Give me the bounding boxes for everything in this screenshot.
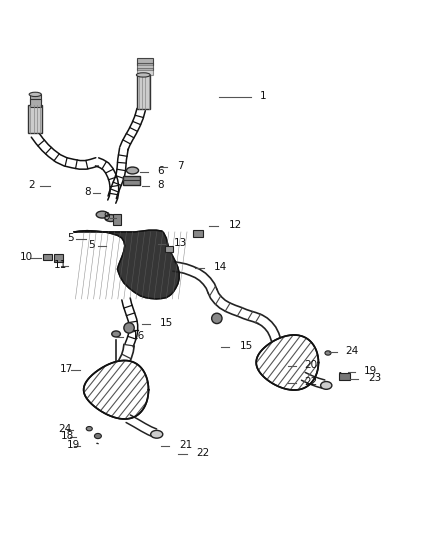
Bar [137,68,153,75]
Bar [137,58,153,64]
Text: 13: 13 [173,238,187,248]
Bar [339,373,350,380]
Text: 1: 1 [260,91,267,101]
Text: 21: 21 [179,440,192,450]
Bar [30,94,41,102]
Text: 19: 19 [67,440,80,450]
Ellipse shape [95,433,101,439]
Ellipse shape [105,215,117,222]
Bar [113,214,121,225]
Text: 12: 12 [229,220,242,230]
Polygon shape [74,230,179,299]
Text: 16: 16 [132,330,145,341]
Bar [54,254,64,262]
Text: 20: 20 [304,360,318,370]
Text: 22: 22 [197,448,210,458]
Polygon shape [256,335,318,390]
Text: 5: 5 [67,233,74,244]
Bar [165,246,173,252]
Text: 14: 14 [214,262,227,272]
Text: 11: 11 [54,260,67,270]
Ellipse shape [86,426,92,431]
Bar [30,99,41,107]
Text: 8: 8 [158,180,164,190]
Ellipse shape [29,92,41,96]
Text: 15: 15 [159,318,173,328]
Text: 24: 24 [345,346,359,356]
Text: 15: 15 [240,341,253,351]
Bar [28,105,42,133]
Text: 24: 24 [58,424,71,434]
Text: 5: 5 [88,240,95,250]
Circle shape [124,322,134,333]
Bar [42,254,52,261]
Text: 7: 7 [177,161,183,171]
Text: 19: 19 [364,366,377,376]
Bar [123,176,140,185]
Text: 23: 23 [368,373,381,383]
Polygon shape [84,360,148,419]
Ellipse shape [112,331,120,337]
Ellipse shape [127,167,138,174]
Text: 17: 17 [60,365,73,374]
Ellipse shape [151,430,163,438]
Bar [137,75,150,109]
Ellipse shape [96,211,108,218]
Circle shape [212,313,222,324]
Text: 6: 6 [158,166,164,176]
Ellipse shape [136,73,150,77]
Bar [137,63,153,70]
Text: 2: 2 [28,180,35,190]
Text: 22: 22 [304,377,318,387]
Text: 18: 18 [61,431,74,441]
Text: 9: 9 [103,212,110,222]
Text: 8: 8 [84,187,91,197]
Ellipse shape [321,382,332,389]
FancyArrowPatch shape [97,443,99,444]
Ellipse shape [325,351,331,355]
Text: 10: 10 [20,252,33,262]
Bar [193,230,202,237]
